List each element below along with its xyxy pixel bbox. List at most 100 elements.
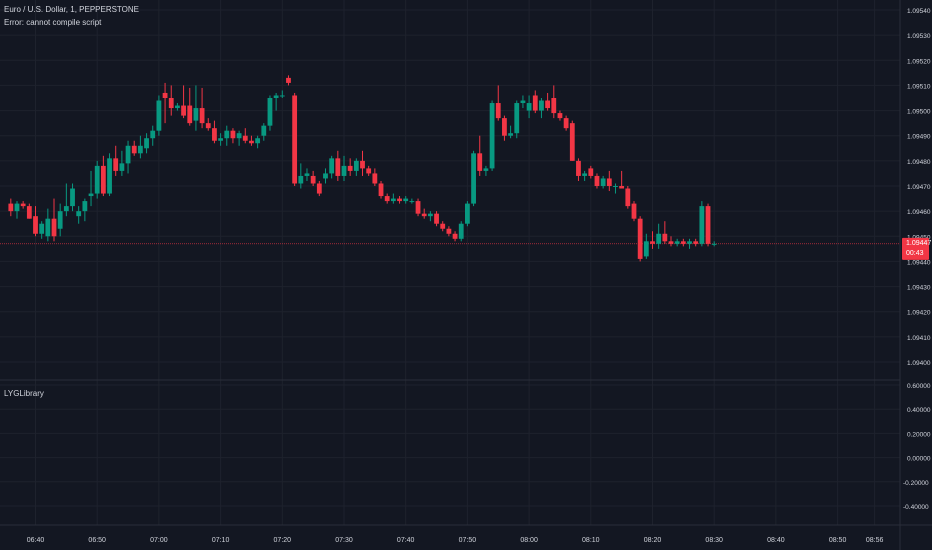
- candle-body[interactable]: [489, 103, 495, 169]
- candle-body[interactable]: [181, 105, 186, 116]
- candle-body[interactable]: [637, 218, 643, 259]
- candle-body[interactable]: [520, 100, 526, 104]
- candle-body[interactable]: [495, 103, 501, 119]
- last-price-badge[interactable]: 1.09447 00:43: [902, 237, 931, 260]
- candle-body[interactable]: [366, 168, 372, 174]
- candle-body[interactable]: [249, 140, 254, 144]
- candle-body[interactable]: [144, 138, 149, 149]
- candle-body[interactable]: [452, 233, 458, 239]
- candle-body[interactable]: [508, 133, 513, 136]
- candle-body[interactable]: [360, 160, 365, 169]
- candle-body[interactable]: [458, 223, 464, 239]
- candle-body[interactable]: [384, 196, 390, 202]
- candle-body[interactable]: [292, 95, 298, 184]
- candle-body[interactable]: [199, 108, 205, 124]
- candle-body[interactable]: [631, 203, 637, 219]
- candle-body[interactable]: [236, 133, 242, 139]
- candle-body[interactable]: [465, 203, 470, 224]
- candle-body[interactable]: [415, 201, 421, 214]
- candle-body[interactable]: [656, 233, 662, 244]
- candle-body[interactable]: [526, 103, 532, 111]
- candle-body[interactable]: [88, 193, 94, 197]
- candle-body[interactable]: [273, 95, 279, 98]
- candle-body[interactable]: [643, 241, 649, 257]
- candle-body[interactable]: [699, 206, 705, 244]
- candle-body[interactable]: [341, 165, 347, 176]
- candle-body[interactable]: [687, 241, 692, 244]
- candle-body[interactable]: [650, 241, 655, 244]
- candle-body[interactable]: [434, 213, 439, 224]
- candle-body[interactable]: [70, 188, 75, 207]
- candle-body[interactable]: [427, 213, 433, 217]
- candle-body[interactable]: [514, 103, 520, 134]
- candle-body[interactable]: [316, 183, 322, 194]
- candle-body[interactable]: [421, 213, 427, 217]
- candle-body[interactable]: [403, 198, 409, 202]
- candle-body[interactable]: [94, 165, 100, 194]
- candle-body[interactable]: [323, 173, 328, 179]
- candle-body[interactable]: [286, 77, 291, 83]
- candle-body[interactable]: [187, 105, 193, 124]
- candle-body[interactable]: [267, 98, 273, 126]
- candle-body[interactable]: [693, 241, 699, 244]
- candle-body[interactable]: [378, 183, 384, 197]
- candle-body[interactable]: [397, 198, 402, 202]
- candle-body[interactable]: [613, 186, 618, 187]
- candle-body[interactable]: [588, 168, 594, 176]
- candle-body[interactable]: [51, 218, 57, 237]
- candle-body[interactable]: [279, 95, 285, 97]
- candle-body[interactable]: [594, 175, 600, 186]
- candle-body[interactable]: [705, 206, 711, 244]
- candle-body[interactable]: [45, 218, 51, 237]
- candle-body[interactable]: [347, 165, 353, 171]
- candle-body[interactable]: [26, 206, 32, 219]
- candle-body[interactable]: [668, 241, 674, 244]
- candle-body[interactable]: [390, 198, 396, 202]
- candle-body[interactable]: [674, 241, 680, 244]
- candle-body[interactable]: [304, 173, 310, 176]
- candle-body[interactable]: [557, 113, 563, 119]
- candle-body[interactable]: [532, 95, 538, 111]
- candle-body[interactable]: [57, 211, 63, 229]
- candle-body[interactable]: [477, 153, 483, 171]
- candle-body[interactable]: [329, 158, 335, 174]
- candle-body[interactable]: [446, 228, 452, 234]
- candle-body[interactable]: [131, 145, 137, 154]
- candle-body[interactable]: [409, 201, 415, 203]
- indicator-title[interactable]: LYGLibrary: [4, 389, 44, 398]
- candle-body[interactable]: [82, 201, 88, 212]
- candle-body[interactable]: [137, 145, 143, 154]
- candle-body[interactable]: [261, 125, 267, 136]
- candle-body[interactable]: [107, 158, 112, 194]
- candle-body[interactable]: [218, 138, 223, 141]
- candle-body[interactable]: [113, 158, 119, 171]
- candle-body[interactable]: [33, 216, 38, 234]
- candle-body[interactable]: [125, 145, 131, 164]
- candle-body[interactable]: [20, 203, 26, 207]
- candle-body[interactable]: [563, 118, 569, 129]
- candle-body[interactable]: [230, 130, 236, 139]
- candle-body[interactable]: [310, 175, 316, 184]
- candle-body[interactable]: [680, 241, 686, 244]
- candle-body[interactable]: [569, 123, 575, 161]
- candle-body[interactable]: [471, 153, 476, 204]
- candle-body[interactable]: [582, 173, 588, 176]
- symbol-title[interactable]: Euro / U.S. Dollar, 1, PEPPERSTONE: [4, 5, 140, 14]
- candle-body[interactable]: [662, 233, 668, 242]
- candle-body[interactable]: [483, 168, 489, 171]
- candle-body[interactable]: [205, 123, 211, 129]
- candle-body[interactable]: [502, 118, 507, 136]
- candle-body[interactable]: [150, 130, 156, 139]
- candle-body[interactable]: [298, 175, 304, 184]
- price-axis[interactable]: 1.09540 1.09530 1.09520 1.09510 1.09500 1.094…: [907, 8, 931, 367]
- candle-body[interactable]: [242, 135, 248, 141]
- candles-group[interactable]: [8, 75, 717, 262]
- candle-body[interactable]: [335, 158, 341, 176]
- candle-body[interactable]: [353, 160, 359, 171]
- candle-body[interactable]: [76, 211, 82, 217]
- candle-body[interactable]: [539, 100, 544, 111]
- candle-body[interactable]: [619, 186, 625, 189]
- candle-body[interactable]: [255, 138, 261, 144]
- candle-body[interactable]: [39, 223, 45, 234]
